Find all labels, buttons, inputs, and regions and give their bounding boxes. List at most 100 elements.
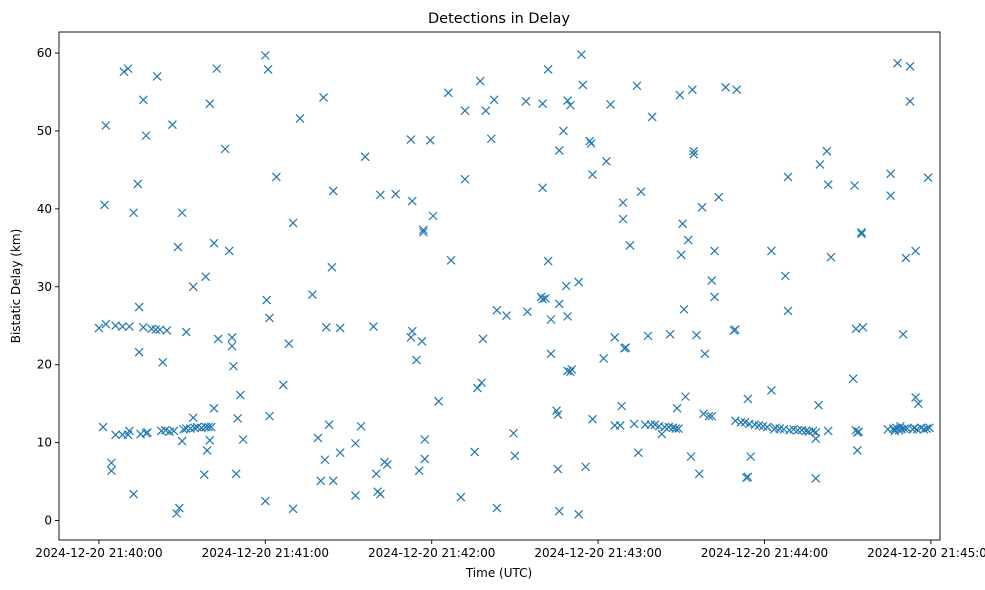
data-point bbox=[554, 146, 564, 155]
data-point bbox=[382, 459, 392, 469]
data-point bbox=[188, 282, 198, 292]
data-point bbox=[231, 469, 241, 479]
data-point bbox=[172, 509, 182, 518]
data-point bbox=[674, 424, 683, 434]
data-point bbox=[138, 322, 148, 332]
data-point bbox=[618, 214, 628, 224]
y-tick-label: 20 bbox=[37, 358, 52, 372]
data-point bbox=[618, 198, 628, 208]
data-point bbox=[823, 426, 833, 436]
data-point bbox=[213, 334, 223, 344]
data-point bbox=[606, 100, 615, 109]
data-point bbox=[615, 421, 625, 430]
data-point bbox=[101, 121, 111, 130]
data-point bbox=[687, 85, 697, 95]
data-point bbox=[561, 281, 571, 291]
data-point bbox=[543, 256, 553, 266]
data-point bbox=[434, 396, 444, 406]
data-point bbox=[643, 331, 653, 341]
data-point bbox=[129, 489, 139, 499]
data-point bbox=[369, 322, 378, 331]
data-point bbox=[625, 241, 635, 250]
data-point bbox=[407, 326, 417, 336]
data-point bbox=[443, 88, 453, 98]
data-point bbox=[327, 262, 337, 272]
data-point bbox=[558, 126, 568, 136]
y-axis-label: Bistatic Delay (km) bbox=[9, 229, 23, 344]
data-point bbox=[599, 354, 609, 363]
data-point bbox=[704, 411, 714, 421]
data-point bbox=[425, 135, 435, 145]
data-point bbox=[460, 106, 470, 116]
data-point bbox=[375, 489, 385, 499]
data-point bbox=[647, 112, 657, 122]
data-point bbox=[271, 172, 281, 182]
data-point bbox=[681, 392, 690, 402]
data-point bbox=[925, 423, 934, 433]
data-point bbox=[898, 329, 908, 339]
data-point bbox=[209, 238, 219, 248]
data-point bbox=[636, 187, 646, 197]
data-point bbox=[538, 99, 548, 109]
data-point bbox=[909, 423, 919, 433]
data-point bbox=[316, 476, 326, 486]
data-point bbox=[351, 491, 360, 501]
data-point bbox=[204, 422, 213, 432]
data-point bbox=[489, 95, 499, 105]
data-point bbox=[328, 186, 338, 196]
data-point bbox=[475, 76, 485, 86]
data-point bbox=[324, 420, 334, 430]
data-point bbox=[746, 452, 756, 462]
x-tick-label: 2024-12-20 21:44:00 bbox=[701, 546, 828, 560]
data-point bbox=[360, 152, 370, 162]
data-point bbox=[543, 64, 553, 74]
data-point bbox=[356, 421, 366, 431]
data-point bbox=[854, 427, 864, 437]
x-tick-label: 2024-12-20 21:45:00 bbox=[867, 546, 985, 560]
y-tick-label: 50 bbox=[37, 124, 52, 138]
data-point bbox=[288, 218, 298, 228]
data-point bbox=[162, 325, 172, 335]
data-point bbox=[134, 347, 144, 357]
data-point bbox=[554, 506, 564, 516]
data-point bbox=[190, 423, 200, 433]
data-point bbox=[319, 93, 328, 102]
data-point bbox=[911, 246, 921, 256]
data-point bbox=[707, 411, 717, 421]
data-point bbox=[335, 323, 345, 333]
data-point bbox=[913, 399, 923, 409]
data-point bbox=[886, 191, 896, 201]
data-point bbox=[692, 330, 701, 340]
data-point bbox=[563, 311, 573, 321]
data-point bbox=[743, 472, 753, 482]
data-point bbox=[492, 503, 502, 513]
y-axis: 0 10 20 30 40 50 60 bbox=[37, 46, 59, 528]
data-point bbox=[288, 504, 298, 514]
data-point bbox=[418, 225, 428, 235]
data-point bbox=[815, 160, 825, 169]
data-point bbox=[893, 58, 902, 68]
data-point bbox=[473, 383, 482, 393]
data-point bbox=[181, 327, 191, 337]
data-point bbox=[700, 349, 710, 359]
data-point bbox=[295, 114, 305, 123]
data-point bbox=[224, 246, 234, 256]
data-point bbox=[418, 227, 428, 237]
data-point bbox=[743, 394, 753, 404]
data-point bbox=[686, 452, 696, 462]
data-point bbox=[780, 271, 790, 281]
data-point bbox=[538, 183, 548, 193]
data-point bbox=[554, 299, 564, 309]
data-point bbox=[227, 332, 237, 342]
data-point bbox=[199, 470, 209, 479]
data-point bbox=[826, 252, 836, 262]
data-point bbox=[417, 336, 427, 346]
data-point bbox=[578, 80, 588, 90]
data-point bbox=[229, 361, 238, 371]
x-tick-label: 2024-12-20 21:41:00 bbox=[202, 546, 329, 560]
y-tick-label: 10 bbox=[37, 436, 52, 450]
data-point bbox=[730, 416, 740, 426]
data-point bbox=[101, 319, 111, 329]
y-tick-label: 60 bbox=[37, 46, 52, 60]
data-point bbox=[565, 100, 575, 110]
